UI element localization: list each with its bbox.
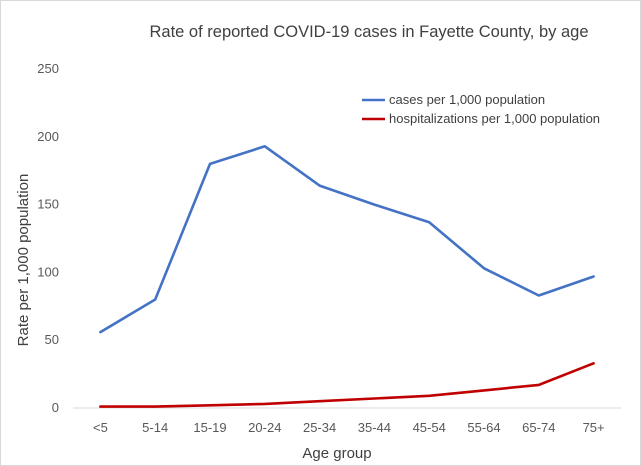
x-axis-label: Age group <box>302 445 371 462</box>
y-axis-label: Rate per 1,000 population <box>15 174 32 347</box>
legend-label-0: cases per 1,000 population <box>389 92 545 107</box>
x-tick-label: 20-24 <box>248 420 281 435</box>
x-tick-label: 5-14 <box>142 420 168 435</box>
x-tick-label: <5 <box>93 420 108 435</box>
series-line-0 <box>99 145 595 334</box>
legend: cases per 1,000 population hospitalizatio… <box>362 92 600 126</box>
x-tick-label: 15-19 <box>193 420 226 435</box>
y-tick-label: 200 <box>37 129 59 144</box>
x-tick-label: 25-34 <box>303 420 336 435</box>
x-axis-ticks: <5 5-14 15-19 20-24 25-34 35-44 45-54 55-64 65-7… <box>93 420 605 435</box>
y-tick-label: 0 <box>52 400 59 415</box>
y-axis-ticks: 0 50 100 150 200 250 <box>37 61 59 415</box>
y-tick-label: 150 <box>37 197 59 212</box>
legend-label-1: hospitalizations per 1,000 population <box>389 111 600 126</box>
y-tick-label: 100 <box>37 264 59 279</box>
x-tick-label: 45-54 <box>413 420 446 435</box>
x-tick-label: 65-74 <box>522 420 555 435</box>
y-tick-label: 50 <box>45 332 59 347</box>
x-tick-label: 55-64 <box>467 420 500 435</box>
series-line-1 <box>99 361 595 408</box>
x-tick-label: 75+ <box>583 420 605 435</box>
y-tick-label: 250 <box>37 61 59 76</box>
chart-title: Rate of reported COVID-19 cases in Fayet… <box>150 23 589 41</box>
x-tick-label: 35-44 <box>358 420 391 435</box>
series-lines <box>99 145 595 408</box>
